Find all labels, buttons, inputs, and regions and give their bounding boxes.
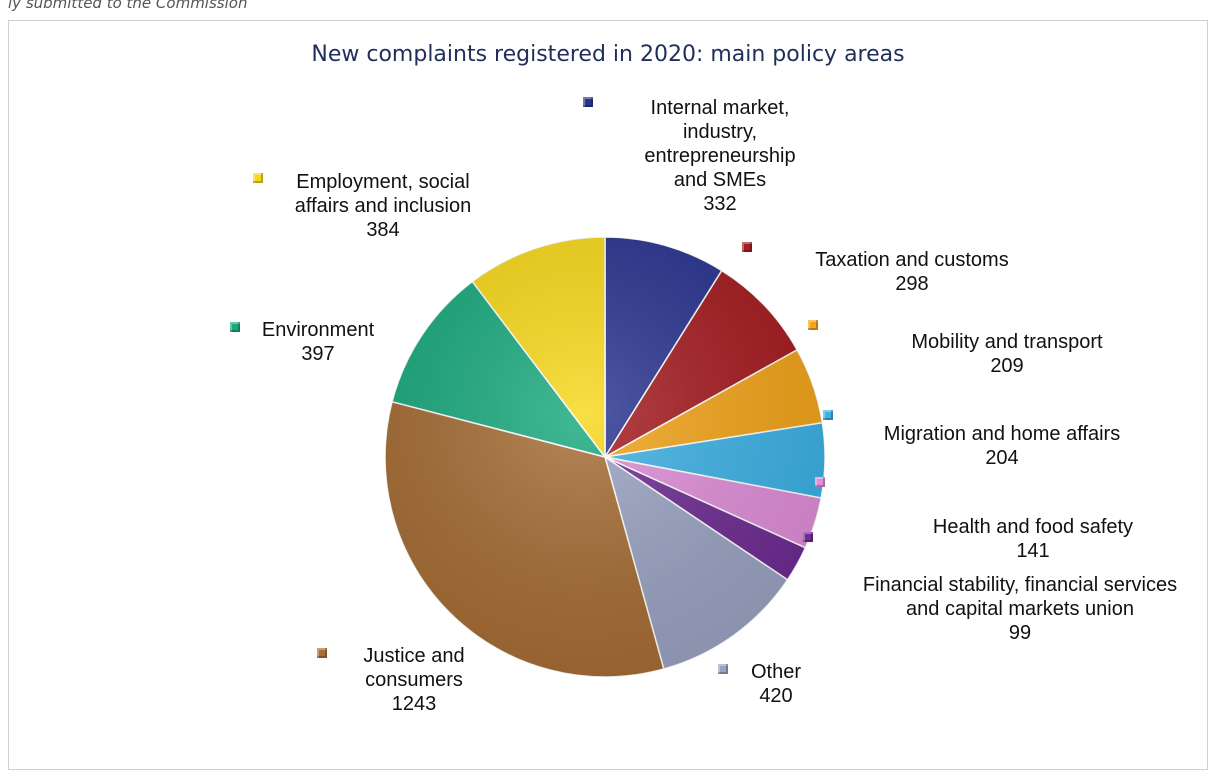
slice-value: 99 — [1008, 622, 1032, 644]
legend-marker-migration-and-home-affairs — [823, 410, 833, 420]
top-caption: ly submitted to the Commission — [8, 0, 248, 12]
slice-label-line: and capital markets union — [906, 598, 1134, 620]
legend-marker-other — [718, 664, 728, 674]
slice-label-line: Environment — [261, 319, 375, 341]
slice-label-line: entrepreneurship — [644, 145, 796, 167]
slice-label-line: Internal market, — [650, 97, 790, 119]
slice-label-line: Justice and — [363, 645, 465, 667]
slice-label-employment-social-affairs-and-inclusion: Employment, social affairs and inclusion 3… — [263, 170, 503, 242]
legend-marker-health-and-food-safety — [815, 477, 825, 487]
slice-value: 384 — [366, 219, 400, 241]
slice-label-other: Other 420 — [726, 660, 826, 708]
slice-label-financial-stability-financial-services-and-capital-markets-union: Financial stability, financial services a… — [830, 573, 1210, 645]
chart-title: New complaints registered in 2020: main … — [311, 42, 905, 67]
legend-marker-internal-market-industry-entrepreneurship-and-smes — [583, 97, 593, 107]
slice-label-line: Taxation and customs — [815, 249, 1009, 271]
legend-marker-justice-and-consumers — [317, 648, 327, 658]
slice-label-line: Mobility and transport — [911, 331, 1103, 353]
slice-value: 397 — [301, 343, 335, 365]
slice-label-taxation-and-customs: Taxation and customs 298 — [792, 248, 1032, 296]
slice-label-health-and-food-safety: Health and food safety 141 — [903, 515, 1163, 563]
slice-label-line: industry, — [682, 121, 758, 143]
slice-label-line: and SMEs — [673, 169, 767, 191]
slice-label-internal-market-industry-entrepreneurship-and-smes: Internal market, industry, entrepreneurshi… — [610, 96, 830, 216]
legend-marker-financial-stability-financial-services-and-capital-markets-union — [803, 532, 813, 542]
slice-value: 209 — [990, 355, 1024, 377]
slice-label-line: Financial stability, financial services — [862, 574, 1178, 596]
slice-label-line: Other — [750, 661, 802, 683]
slice-value: 298 — [895, 273, 929, 295]
slice-label-environment: Environment 397 — [228, 318, 408, 366]
legend-marker-mobility-and-transport — [808, 320, 818, 330]
slice-value: 141 — [1016, 540, 1050, 562]
legend-marker-taxation-and-customs — [742, 242, 752, 252]
slice-value: 1243 — [391, 693, 437, 715]
slice-value: 420 — [759, 685, 793, 707]
legend-marker-employment-social-affairs-and-inclusion — [253, 173, 263, 183]
slice-label-justice-and-consumers: Justice and consumers 1243 — [334, 644, 494, 716]
slice-label-line: Employment, social — [296, 171, 470, 193]
slice-label-migration-and-home-affairs: Migration and home affairs 204 — [862, 422, 1142, 470]
slice-label-line: affairs and inclusion — [294, 195, 472, 217]
slice-value: 332 — [703, 193, 737, 215]
legend-marker-environment — [230, 322, 240, 332]
slice-value: 204 — [985, 447, 1019, 469]
slice-label-line: Migration and home affairs — [883, 423, 1121, 445]
slice-label-mobility-and-transport: Mobility and transport 209 — [877, 330, 1137, 378]
slice-label-line: Health and food safety — [932, 516, 1134, 538]
slice-label-line: consumers — [365, 669, 463, 691]
